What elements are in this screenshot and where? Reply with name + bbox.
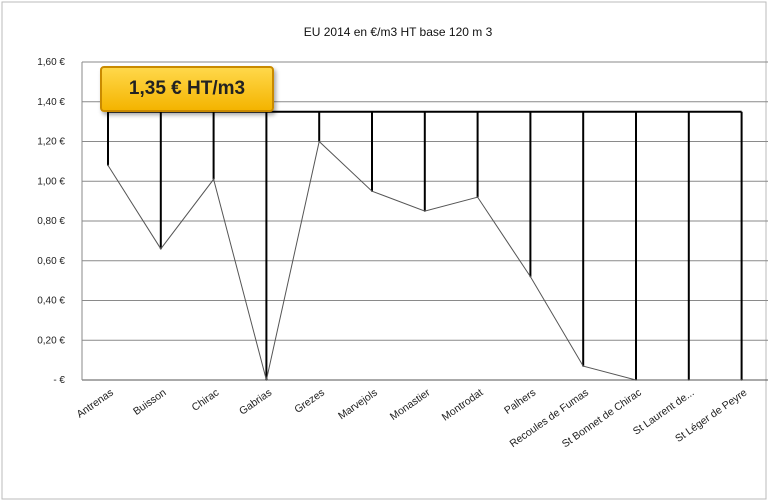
y-tick-label: 1,60 € — [37, 57, 65, 68]
data-point-3 — [265, 379, 268, 381]
y-tick-label: 1,00 € — [37, 176, 65, 187]
y-tick-label: 0,40 € — [37, 296, 65, 307]
data-point-2 — [212, 178, 215, 181]
series-line — [107, 140, 743, 381]
y-axis-ticks: 1,60 € 1,40 € 1,20 € 1,00 € 0,80 € 0,60 € 0,40… — [37, 57, 65, 386]
data-point-10 — [635, 379, 637, 381]
data-point-7 — [476, 196, 479, 198]
y-tick-label: 1,20 € — [37, 137, 65, 148]
data-point-12 — [740, 379, 743, 381]
data-point-4 — [318, 140, 321, 143]
chart-title: EU 2014 en €/m3 HT base 120 m 3 — [304, 25, 493, 39]
y-tick-label: 1,40 € — [37, 97, 65, 108]
y-tick-label: 0,20 € — [37, 335, 65, 346]
y-tick-label: 0,80 € — [37, 216, 65, 227]
data-point-0 — [107, 164, 109, 167]
drop-lines — [107, 110, 743, 380]
data-point-5 — [371, 190, 373, 192]
data-point-9 — [582, 365, 584, 367]
data-point-8 — [529, 275, 532, 278]
reference-callout: 1,35 € HT/m3 — [100, 66, 274, 112]
data-point-6 — [424, 210, 426, 212]
y-tick-label: 0,60 € — [37, 256, 65, 267]
data-point-11 — [688, 379, 690, 381]
y-tick-label: - € — [53, 375, 65, 386]
data-point-1 — [160, 248, 162, 250]
